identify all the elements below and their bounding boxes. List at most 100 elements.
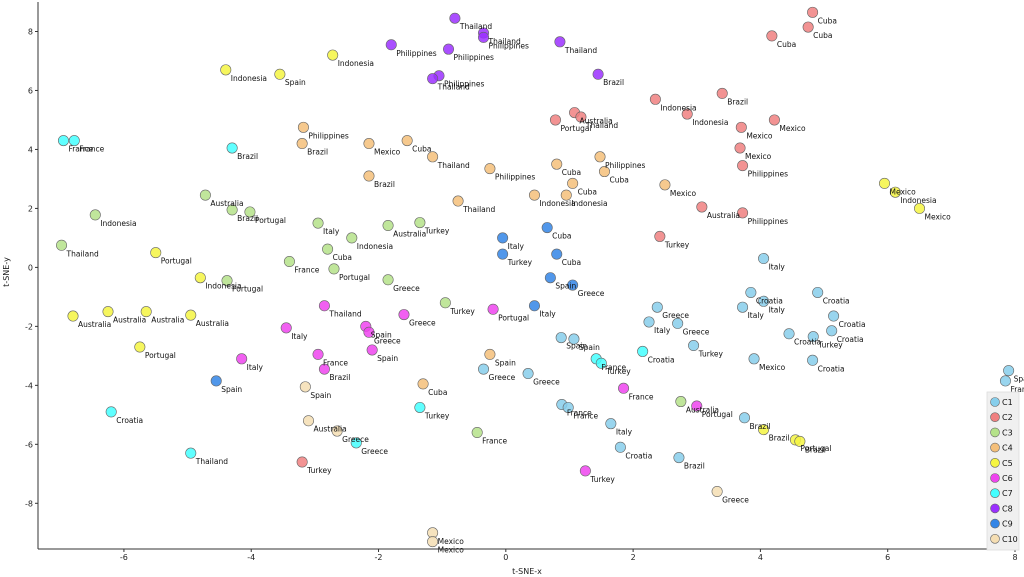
scatter-point-c6	[318, 363, 330, 375]
point-label: Italy	[323, 227, 340, 236]
point-label: Turkey	[306, 466, 332, 475]
scatter-point-c7	[68, 135, 80, 147]
point-label: Portugal	[498, 313, 529, 322]
scatter-point-c4	[452, 195, 464, 207]
scatter-point-c1	[672, 317, 684, 329]
point-label: Philippines	[748, 217, 789, 226]
point-label: Italy	[539, 310, 556, 319]
scatter-point-c1	[812, 286, 824, 298]
point-label: Spain	[310, 391, 331, 400]
data-points	[56, 6, 1015, 548]
scatter-point-c3	[221, 275, 233, 287]
x-tick-label: 2	[631, 553, 636, 562]
point-label: Thailand	[564, 46, 597, 55]
scatter-point-c4	[296, 138, 308, 150]
legend-label: C3	[1002, 428, 1013, 437]
scatter-point-c2	[716, 87, 728, 99]
legend-label: C5	[1002, 459, 1013, 468]
scatter-point-c4	[363, 138, 375, 150]
point-label: France	[482, 437, 507, 446]
scatter-point-c1	[688, 340, 700, 352]
point-label: Turkey	[605, 367, 631, 376]
point-label: Brazil	[805, 445, 826, 454]
scatter-point-c9	[528, 300, 540, 312]
scatter-point-c1	[758, 253, 770, 265]
point-label: Australia	[707, 211, 740, 220]
point-label: France	[629, 392, 654, 401]
point-label: Cuba	[562, 168, 581, 177]
point-label: Philippines	[748, 170, 789, 179]
scatter-point-c2	[802, 21, 814, 33]
scatter-point-c3	[56, 239, 68, 251]
point-label: Croatia	[116, 416, 143, 425]
point-label: Mexico	[374, 148, 401, 157]
scatter-point-c6	[579, 465, 591, 477]
scatter-point-c3	[199, 189, 211, 201]
point-label: Indonesia	[205, 282, 241, 291]
scatter-point-c5	[194, 272, 206, 284]
point-label: Cuba	[578, 187, 597, 196]
point-label: Croatia	[756, 296, 783, 305]
scatter-point-c2	[649, 93, 661, 105]
scatter-point-c6	[487, 303, 499, 315]
point-label: Thailand	[459, 22, 492, 31]
point-label: Thailand	[585, 121, 618, 130]
y-tick-label: -4	[25, 381, 33, 390]
scatter-point-c3	[322, 243, 334, 255]
scatter-point-c8	[443, 43, 455, 55]
point-label: Greece	[722, 495, 749, 504]
scatter-point-c2	[296, 456, 308, 468]
scatter-point-c5	[220, 64, 232, 76]
point-label: Thailand	[66, 249, 99, 258]
scatter-point-c3	[312, 217, 324, 229]
scatter-point-c1	[614, 441, 626, 453]
point-label: Portugal	[145, 351, 176, 360]
scatter-point-c7	[414, 401, 426, 413]
x-tick-label: 0	[503, 553, 508, 562]
scatter-point-c1	[826, 325, 838, 337]
scatter-point-c4	[567, 177, 579, 189]
scatter-point-c5	[67, 310, 79, 322]
scatter-point-c1	[555, 332, 567, 344]
point-label: Croatia	[839, 320, 866, 329]
point-label: Croatia	[794, 338, 821, 347]
point-label: Cuba	[333, 253, 352, 262]
scatter-point-c6	[363, 326, 375, 338]
x-tick-label: 6	[885, 553, 890, 562]
scatter-point-c1	[828, 310, 840, 322]
point-label: Brazil	[684, 462, 705, 471]
point-label: Portugal	[560, 124, 591, 133]
point-label: Cuba	[562, 258, 581, 267]
point-label: Philippines	[489, 41, 530, 50]
point-label: Spain	[555, 282, 576, 291]
scatter-point-c2	[696, 201, 708, 213]
scatter-point-c5	[185, 309, 197, 321]
point-label: Cuba	[412, 145, 431, 154]
scatter-point-c1	[748, 353, 760, 365]
scatter-point-c2	[737, 207, 749, 219]
scatter-point-c9	[551, 248, 563, 260]
legend-label: C10	[1002, 535, 1018, 544]
scatter-point-c4	[594, 151, 606, 163]
scatter-point-c7	[185, 447, 197, 459]
scatter-point-c3	[226, 204, 238, 216]
scatter-point-c1	[758, 295, 770, 307]
scatter-point-c3	[439, 297, 451, 309]
scatter-point-c4	[401, 135, 413, 147]
scatter-point-c8	[385, 39, 397, 51]
point-label: Indonesia	[571, 199, 607, 208]
scatter-point-c2	[681, 108, 693, 120]
scatter-point-c5	[914, 202, 926, 214]
scatter-point-c5	[102, 306, 114, 318]
scatter-point-c4	[659, 179, 671, 191]
scatter-point-c9	[210, 375, 222, 387]
point-label: Spain	[371, 330, 392, 339]
point-label: Australia	[78, 320, 111, 329]
point-label: Turkey	[507, 258, 533, 267]
point-label: Mexico	[670, 189, 697, 198]
scatter-point-c1	[605, 418, 617, 430]
scatter-point-c7	[57, 135, 69, 147]
point-label: Brazil	[237, 214, 258, 223]
scatter-point-c4	[598, 166, 610, 178]
y-tick-label: 0	[28, 263, 33, 272]
